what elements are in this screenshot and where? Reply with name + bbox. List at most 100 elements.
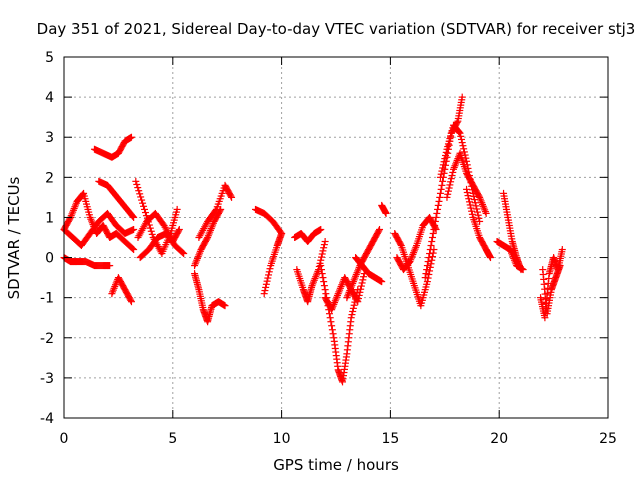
data-point <box>468 207 476 215</box>
data-point <box>457 135 465 143</box>
data-point <box>433 209 441 217</box>
data-point <box>446 181 454 189</box>
data-point <box>467 204 475 212</box>
data-point <box>558 246 566 254</box>
data-point <box>266 265 274 273</box>
data-point <box>435 197 443 205</box>
data-point <box>130 225 138 233</box>
data-point <box>460 148 468 156</box>
data-point <box>354 295 362 303</box>
data-point <box>468 210 476 218</box>
x-tick-label: 20 <box>490 431 508 447</box>
plot-frame <box>63 56 609 419</box>
data-point <box>130 213 138 221</box>
data-point <box>449 168 457 176</box>
y-tick-label: 4 <box>45 90 54 106</box>
data-point <box>397 240 405 248</box>
data-point <box>431 221 439 229</box>
data-point <box>228 193 236 201</box>
data-point <box>320 278 328 286</box>
x-tick-label: 25 <box>599 431 617 447</box>
data-point <box>127 298 135 306</box>
y-axis-label: SDTVAR / TECUs <box>5 176 23 299</box>
data-point <box>460 145 468 153</box>
data-point <box>439 161 447 169</box>
data-point <box>423 266 431 274</box>
data-point <box>448 172 456 180</box>
data-point <box>428 238 436 246</box>
data-point <box>437 170 445 178</box>
data-point <box>473 208 481 216</box>
data-point <box>436 189 444 197</box>
data-point <box>317 262 325 270</box>
axis-ticks: 0 5 10 15 20 25 -4 -3 -2 -1 0 1 2 3 4 5 <box>40 50 617 447</box>
data-point <box>455 128 463 136</box>
data-point <box>133 180 141 188</box>
data-point <box>106 262 114 270</box>
data-point <box>425 254 433 262</box>
data-point <box>431 217 439 225</box>
data-point <box>130 246 138 254</box>
data-point <box>474 211 482 219</box>
data-point <box>357 282 365 290</box>
data-point <box>473 205 481 213</box>
data-point <box>378 278 386 286</box>
data-point <box>445 184 453 192</box>
data-point <box>349 304 357 312</box>
data-point <box>129 213 137 221</box>
data-point <box>456 129 464 137</box>
data-point <box>317 225 325 233</box>
data-point <box>265 268 273 276</box>
data-point <box>329 330 337 338</box>
data-point <box>319 247 327 255</box>
data-point <box>318 270 326 278</box>
data-point <box>466 201 474 209</box>
data-point <box>423 262 431 270</box>
data-point <box>436 173 444 181</box>
data-point <box>175 227 183 235</box>
data-point <box>358 279 366 287</box>
data-point <box>440 158 448 166</box>
data-point <box>141 209 149 217</box>
data-point <box>519 266 527 274</box>
grid <box>64 57 608 418</box>
data-point <box>382 209 390 217</box>
y-tick-label: -4 <box>40 411 54 427</box>
y-tick-label: 5 <box>45 50 54 66</box>
data-point <box>127 133 135 141</box>
data-point <box>464 192 472 200</box>
data-point <box>180 250 188 258</box>
data-point <box>429 229 437 237</box>
data-point <box>438 181 446 189</box>
data-point <box>146 224 154 232</box>
data-point <box>423 278 431 286</box>
data-point <box>211 207 219 215</box>
data-point <box>432 213 440 221</box>
data-point <box>458 93 466 101</box>
data-point <box>436 193 444 201</box>
y-tick-label: -3 <box>40 371 54 387</box>
data-point <box>179 249 187 257</box>
data-point <box>320 244 328 252</box>
data-point <box>360 273 368 281</box>
data-point <box>261 287 269 295</box>
y-tick-label: 0 <box>45 251 54 267</box>
data-point <box>175 225 183 233</box>
data-point <box>132 177 140 185</box>
data-point <box>260 290 268 298</box>
data-point <box>136 190 144 198</box>
data-point <box>453 119 461 127</box>
chart-title: Day 351 of 2021, Sidereal Day-to-day VTE… <box>37 20 636 38</box>
data-point <box>422 270 430 278</box>
data-point <box>134 184 142 192</box>
data-point <box>443 193 451 201</box>
data-point <box>472 202 480 210</box>
y-tick-label: 3 <box>45 130 54 146</box>
data-point <box>262 283 270 291</box>
data-point <box>442 148 450 156</box>
data-point <box>438 167 446 175</box>
data-point <box>444 190 452 198</box>
data-point <box>475 192 483 200</box>
data-point <box>439 177 447 185</box>
